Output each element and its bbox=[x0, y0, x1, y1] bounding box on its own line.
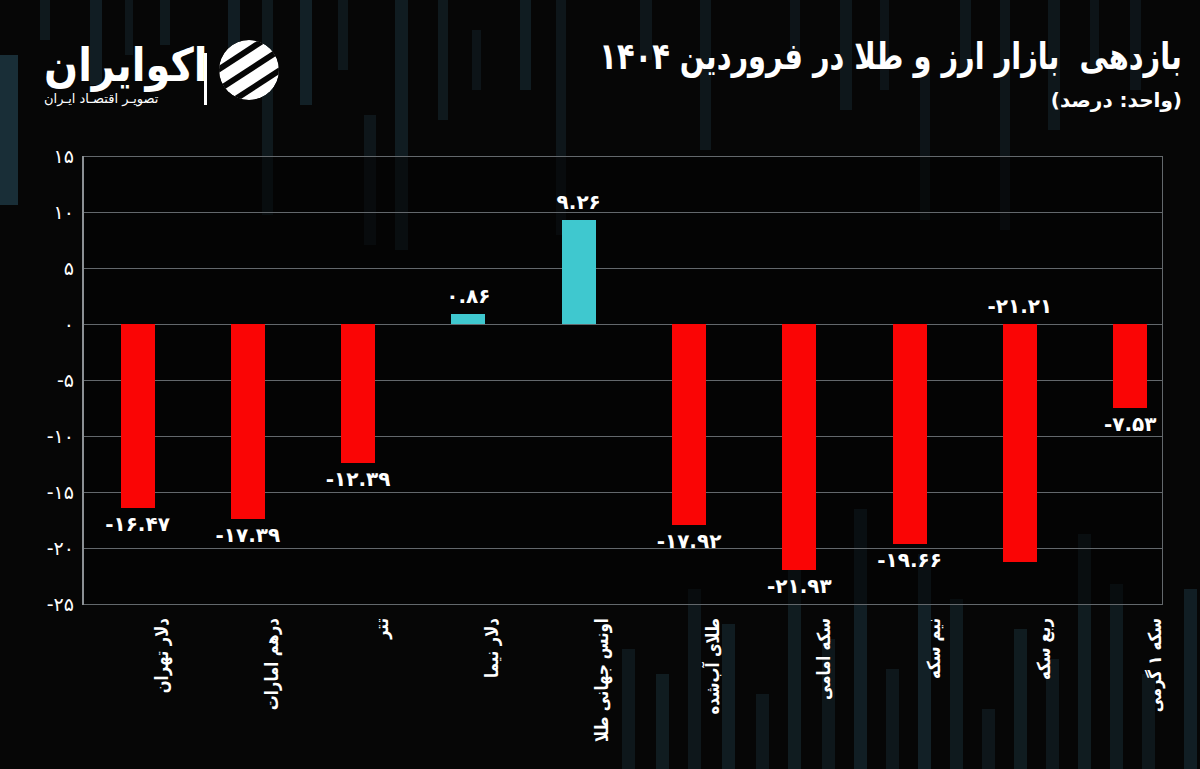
bar-6 bbox=[782, 324, 816, 570]
x-category-label: ربع سکه bbox=[1032, 618, 1056, 680]
bar-1 bbox=[231, 324, 265, 519]
y-tick-label: -۲۰ bbox=[0, 537, 74, 559]
x-category-label: طلای آب‌شده bbox=[701, 618, 725, 715]
logo-separator bbox=[204, 53, 207, 105]
x-category-label: تتر bbox=[370, 618, 394, 639]
background-pattern-bar bbox=[300, 0, 312, 105]
brand-name: اکوایران bbox=[44, 38, 208, 91]
chart-title: بازدهی بازار ارز و طلا در فروردین ۱۴۰۴ bbox=[599, 30, 1182, 84]
y-tick-label: -۲۵ bbox=[0, 593, 74, 615]
bar-value-label: -۲۱.۲۱ bbox=[950, 294, 1090, 318]
bar-value-label: ۰.۸۶ bbox=[398, 284, 538, 308]
plot-right-border bbox=[1162, 156, 1163, 605]
bar-3 bbox=[451, 314, 485, 324]
bar-8 bbox=[1003, 324, 1037, 562]
y-tick-label: -۱۰ bbox=[0, 425, 74, 447]
background-pattern-bar bbox=[0, 55, 18, 205]
x-category-label: سکه امامی bbox=[811, 618, 835, 700]
background-pattern-bar bbox=[1110, 584, 1123, 769]
x-category-label: دلار تهران bbox=[150, 618, 174, 693]
x-category-label: دلار نیما bbox=[480, 618, 504, 678]
gridline--25 bbox=[82, 604, 1163, 605]
bar-value-label: ۹.۲۶ bbox=[509, 190, 649, 214]
chart-canvas: اکوایران تصویـر اقتصـاد ایـران بازدهی با… bbox=[0, 0, 1200, 769]
y-axis-line bbox=[82, 156, 84, 605]
bar-9 bbox=[1113, 324, 1147, 408]
bar-value-label: -۱۷.۳۹ bbox=[178, 523, 318, 547]
brand-logo: اکوایران تصویـر اقتصـاد ایـران bbox=[44, 22, 294, 114]
background-pattern-bar bbox=[950, 599, 963, 769]
background-pattern-bar bbox=[1184, 589, 1197, 769]
background-pattern-bar bbox=[688, 589, 701, 769]
background-pattern-bar bbox=[886, 669, 899, 769]
x-category-label: سکه ۱ گرمی bbox=[1142, 618, 1166, 712]
bar-7 bbox=[893, 324, 927, 544]
bar-4 bbox=[562, 220, 596, 324]
bar-value-label: -۱۹.۶۶ bbox=[840, 548, 980, 572]
y-tick-label: ۵ bbox=[0, 257, 74, 279]
bar-2 bbox=[341, 324, 375, 463]
y-tick-label: -۱۵ bbox=[0, 481, 74, 503]
y-tick-label: ۰ bbox=[0, 313, 74, 335]
bar-value-label: -۲۱.۹۳ bbox=[729, 574, 869, 598]
brand-tagline: تصویـر اقتصـاد ایـران bbox=[44, 91, 208, 106]
y-tick-label: ۱۰ bbox=[0, 201, 74, 223]
background-pattern-bar bbox=[982, 709, 995, 769]
bar-value-label: -۷.۵۳ bbox=[1060, 412, 1200, 436]
background-pattern-bar bbox=[756, 694, 769, 769]
bar-0 bbox=[121, 324, 155, 508]
x-category-label: اونس جهانی طلا bbox=[591, 618, 615, 742]
chart-unit-label: (واحد: درصد) bbox=[435, 88, 1182, 112]
bar-value-label: -۱۲.۳۹ bbox=[288, 467, 428, 491]
background-pattern-bar bbox=[1014, 629, 1027, 769]
bar-value-label: -۱۷.۹۲ bbox=[619, 529, 759, 553]
brand-mark-icon bbox=[218, 39, 280, 101]
gridline-15 bbox=[82, 156, 1163, 157]
y-tick-label: ۱۵ bbox=[0, 145, 74, 167]
gridline-5 bbox=[82, 268, 1163, 269]
background-pattern-bar bbox=[622, 649, 635, 769]
bar-5 bbox=[672, 324, 706, 525]
x-category-label: درهم امارات bbox=[260, 618, 284, 710]
background-pattern-bar bbox=[338, 0, 348, 70]
y-tick-label: -۵ bbox=[0, 369, 74, 391]
x-category-label: نیم سکه bbox=[922, 618, 946, 679]
background-pattern-bar bbox=[656, 674, 669, 769]
